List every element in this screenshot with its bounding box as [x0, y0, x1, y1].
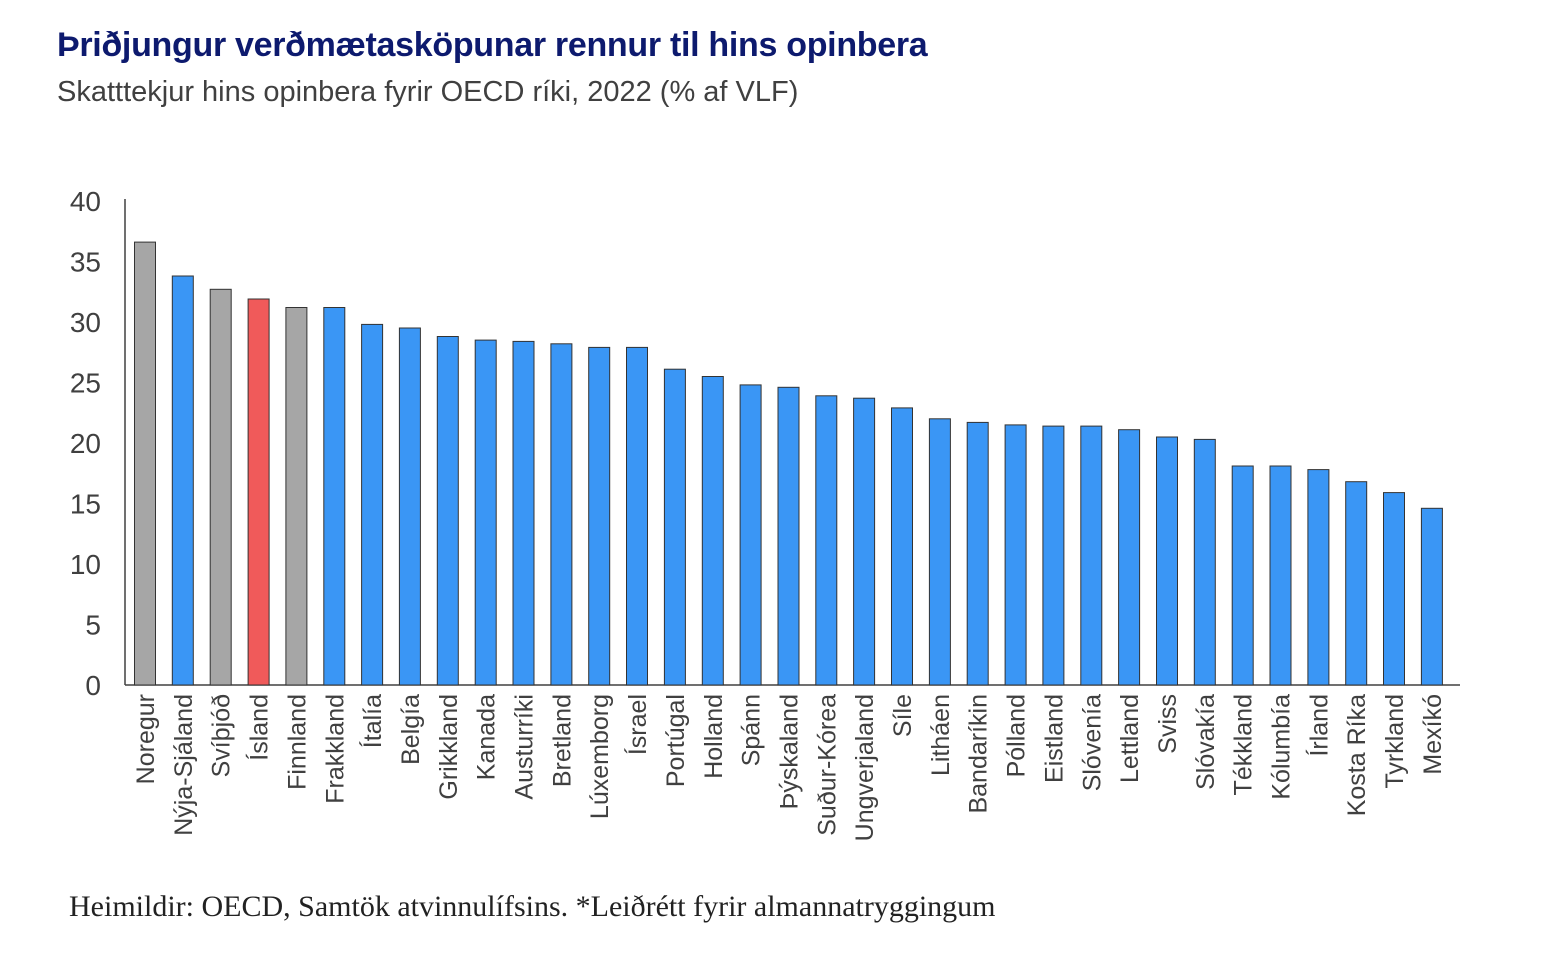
bar-Kanada	[474, 339, 497, 686]
x-tick-label: Holland	[700, 694, 728, 779]
x-tick-label: Ísrael	[623, 694, 652, 755]
x-tick-label: Austurríki	[511, 694, 539, 800]
bar-Kólumbía	[1269, 465, 1292, 686]
bar-Sviss	[1156, 436, 1178, 686]
chart-subtitle: Skatttekjur hins opinbera fyrir OECD rík…	[57, 76, 799, 108]
y-tick-label: 35	[70, 247, 101, 278]
bar-Ísrael	[626, 346, 648, 686]
bar-Ítalía	[361, 323, 384, 686]
bar-Lettland	[1118, 429, 1141, 686]
x-tick-label: Þýskaland	[775, 694, 803, 809]
x-tick-label: Nýja-Sjáland	[170, 694, 198, 836]
source-note: Heimildir: OECD, Samtök atvinnulífsins. …	[69, 890, 996, 923]
x-tick-label: Litháen	[927, 694, 955, 776]
bar-Portúgal	[663, 368, 686, 686]
x-tick-label: Írland	[1304, 694, 1333, 757]
x-tick-label: Ungverjaland	[851, 694, 879, 841]
x-tick-label: Lettland	[1116, 694, 1144, 783]
bar-Spánn	[739, 384, 762, 686]
bar-Tyrkland	[1383, 492, 1405, 686]
x-tick-label: Síle	[889, 694, 917, 737]
bar-Litháen	[928, 418, 951, 686]
x-tick-label: Spánn	[738, 694, 766, 766]
x-tick-label: Portúgal	[662, 694, 690, 787]
bar-Belgía	[398, 327, 421, 686]
bar-Grikkland	[436, 336, 459, 686]
y-tick-label: 5	[85, 610, 101, 641]
x-tick-label: Mexíkó	[1419, 694, 1447, 775]
y-tick-label: 30	[70, 307, 101, 338]
bar-Suður-Kórea	[815, 395, 838, 686]
x-tick-label: Slóvenía	[1078, 694, 1106, 791]
bar-Austurríki	[512, 340, 535, 686]
x-tick-label: Finnland	[283, 694, 311, 790]
bar-Lúxemborg	[588, 346, 611, 686]
x-tick-label: Tékkland	[1230, 694, 1258, 795]
x-tick-label: Kanada	[473, 694, 501, 780]
bar-Bretland	[550, 343, 573, 686]
bar-Slóvakía	[1193, 438, 1216, 686]
bar-Mexíkó	[1420, 507, 1443, 686]
chart-title: Þriðjungur verðmætasköpunar rennur til h…	[57, 26, 928, 64]
bar-Slóvenía	[1080, 425, 1103, 686]
x-tick-label: Ísland	[245, 694, 274, 761]
bar-Írland	[1307, 469, 1330, 686]
x-tick-label: Kosta Ríka	[1343, 694, 1371, 816]
y-tick-label: 20	[70, 428, 101, 459]
bar-Svíþjóð	[209, 288, 232, 686]
x-tick-label: Kólumbía	[1268, 694, 1296, 800]
x-tick-label: Frakkland	[321, 694, 349, 804]
bar-Síle	[891, 407, 913, 686]
y-tick-label: 0	[85, 670, 101, 701]
x-tick-label: Bretland	[548, 694, 576, 787]
bar-Holland	[701, 376, 724, 686]
x-tick-label: Lúxemborg	[586, 694, 614, 819]
bar-Finnland	[285, 307, 308, 686]
bar-Þýskaland	[777, 386, 800, 686]
bar-Noregur	[134, 241, 156, 686]
x-tick-label: Svíþjóð	[208, 694, 236, 777]
x-tick-label: Sviss	[1154, 694, 1182, 754]
x-tick-label: Eistland	[1040, 694, 1068, 783]
y-tick-label: 40	[70, 186, 101, 217]
x-tick-label: Ítalía	[358, 694, 387, 748]
x-tick-label: Belgía	[397, 694, 425, 765]
x-tick-label: Pólland	[1003, 694, 1031, 777]
bar-Ísland	[247, 298, 270, 686]
y-tick-label: 25	[70, 368, 101, 399]
bar-Ungverjaland	[853, 397, 876, 686]
bar-Kosta Ríka	[1345, 481, 1368, 686]
x-tick-label: Noregur	[132, 694, 160, 784]
bar-Bandaríkin	[966, 421, 989, 686]
bar-Tékkland	[1231, 465, 1254, 686]
y-tick-label: 15	[70, 489, 101, 520]
y-tick-label: 10	[70, 549, 101, 580]
x-tick-label: Bandaríkin	[965, 694, 993, 814]
x-tick-label: Tyrkland	[1381, 694, 1409, 788]
x-tick-label: Suður-Kórea	[813, 694, 841, 836]
x-tick-label: Grikkland	[435, 694, 463, 800]
bar-Nýja-Sjáland	[171, 275, 194, 686]
bar-Pólland	[1004, 424, 1027, 686]
bar-Frakkland	[323, 307, 346, 686]
x-tick-label: Slóvakía	[1192, 694, 1220, 790]
bar-Eistland	[1042, 425, 1065, 686]
